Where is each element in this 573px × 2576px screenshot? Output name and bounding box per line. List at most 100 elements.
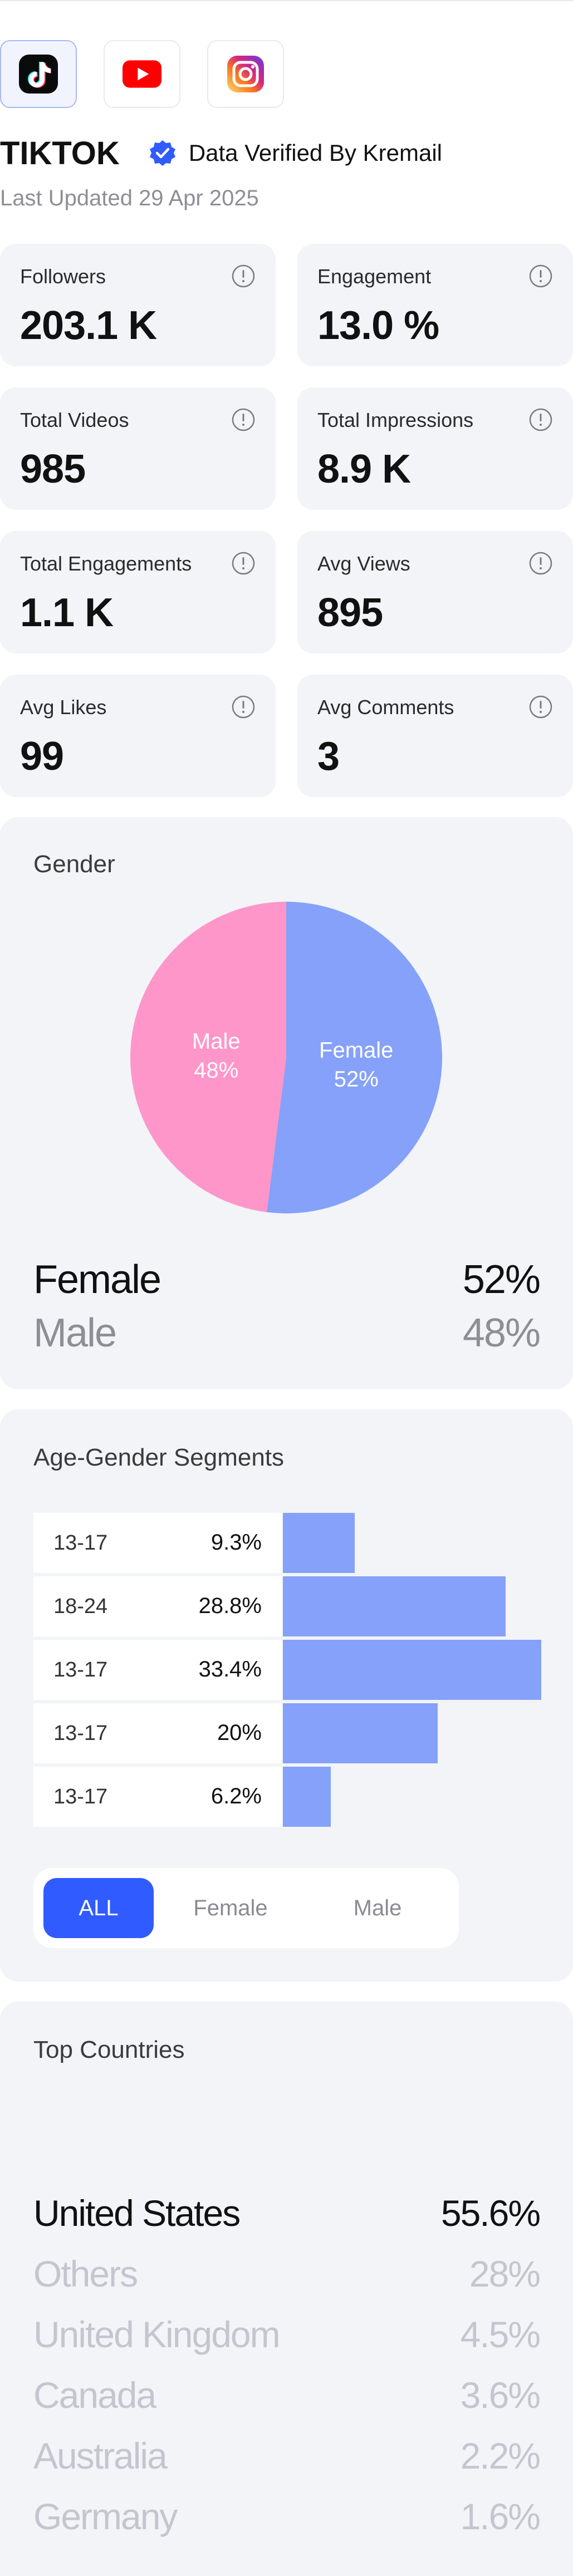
tab-instagram[interactable] [207,40,284,108]
stat-card-followers: Followers 203.1 K [0,244,276,366]
verified-text: Data Verified By Kremail [188,140,443,166]
stat-label: Avg Comments [317,696,454,719]
age-gender-cell: 13-17 33.4% [33,1640,282,1700]
filter-all[interactable]: ALL [43,1878,154,1938]
tab-youtube[interactable] [104,40,180,108]
verified-check-icon [149,140,175,166]
pie-label-name: Female [319,1038,393,1063]
country-name: Others [33,2253,138,2294]
age-range: 13-17 [53,1658,108,1682]
tab-tiktok[interactable] [0,40,77,108]
age-gender-row: 18-24 28.8% [33,1576,541,1636]
stat-value: 99 [20,734,64,779]
country-row: United Kingdom 4.5% [33,2313,541,2356]
stat-value: 985 [20,447,86,491]
stat-label: Avg Likes [20,696,107,719]
stat-card-total-engagements: Total Engagements 1.1 K [0,531,276,653]
profile-header: TIKTOK Data Verified By Kremail [0,134,442,173]
stat-label: Total Engagements [20,552,192,575]
tiktok-icon [19,55,58,94]
age-gender-row: 13-17 9.3% [33,1513,541,1573]
country-value: 2.2% [460,2435,541,2476]
info-icon[interactable] [528,695,553,719]
info-icon[interactable] [528,551,553,576]
last-updated: Last Updated 29 Apr 2025 [0,186,259,210]
stat-value: 3 [317,734,340,779]
instagram-icon [226,55,265,94]
age-gender-cell: 13-17 9.3% [33,1513,282,1573]
age-range: 13-17 [53,1531,108,1555]
pie-slice-male[interactable] [130,902,286,1212]
stat-card-total-videos: Total Videos 985 [0,387,276,510]
filter-female[interactable]: Female [193,1895,268,1920]
age-percent: 33.4% [198,1657,262,1682]
stat-value: 1.1 K [20,591,114,635]
age-bar [283,1767,331,1827]
countries-title: Top Countries [33,2036,185,2063]
age-gender-row: 13-17 6.2% [33,1767,541,1827]
age-gender-title: Age-Gender Segments [33,1444,285,1471]
country-value: 4.5% [460,2314,541,2355]
gender-title: Gender [33,851,115,878]
age-range: 13-17 [53,1722,108,1745]
country-row: Germany 1.6% [33,2495,541,2538]
age-range: 18-24 [53,1595,108,1618]
stat-value: 13.0 % [317,303,439,348]
stat-card-avg-views: Avg Views 895 [297,531,573,653]
age-range: 13-17 [53,1785,108,1808]
stat-card-total-impressions: Total Impressions 8.9 K [297,387,573,510]
platform-tabs [0,40,573,109]
age-gender-row: 13-17 33.4% [33,1640,541,1700]
info-icon[interactable] [231,264,256,288]
legend-male: Male 48% [33,1310,541,1356]
verified-badge: Data Verified By Kremail [149,139,442,167]
stat-card-avg-likes: Avg Likes 99 [0,675,276,797]
age-gender-cell: 13-17 6.2% [33,1767,282,1827]
legend-female-name: Female [33,1257,161,1302]
youtube-icon [123,55,161,94]
age-bar [283,1640,541,1700]
stat-value: 8.9 K [317,447,411,491]
countries-panel: Top Countries [0,2002,573,2576]
gender-panel: Gender Female 52% Male 48% Female 52% Male … [0,817,573,1389]
stat-card-avg-comments: Avg Comments 3 [297,675,573,797]
country-name: United States [33,2192,241,2234]
country-row: United States 55.6% [33,2192,541,2234]
age-bar [283,1513,355,1573]
pie-label-percent: 52% [334,1067,379,1092]
age-gender-cell: 13-17 20% [33,1703,282,1763]
age-gender-row: 13-17 20% [33,1703,541,1763]
age-bar [283,1703,438,1763]
info-icon[interactable] [231,551,256,576]
country-row: Others 28% [33,2253,541,2295]
country-row: Canada 3.6% [33,2374,541,2416]
country-row: Australia 2.2% [33,2435,541,2477]
age-percent: 9.3% [210,1530,262,1555]
top-divider [0,0,573,1]
gender-pie-chart: Female 52% Male 48% [130,902,442,1213]
pie-slice-female[interactable] [266,902,442,1213]
stat-value: 895 [317,591,383,635]
stat-label: Engagement [317,265,432,288]
info-icon[interactable] [231,695,256,719]
age-bar [283,1576,506,1636]
filter-male[interactable]: Male [353,1895,402,1920]
stat-label: Avg Views [317,552,410,575]
pie-label-name: Male [192,1029,241,1054]
country-name: Australia [33,2435,168,2476]
pie-label-percent: 48% [194,1058,238,1083]
stat-card-engagement: Engagement 13.0 % [297,244,573,366]
country-name: United Kingdom [33,2314,281,2355]
gender-filter: ALL Female Male [33,1868,459,1948]
info-icon[interactable] [528,264,553,288]
stat-label: Followers [20,265,106,288]
info-icon[interactable] [231,407,256,432]
legend-female-value: 52% [462,1257,541,1302]
age-percent: 28.8% [198,1594,262,1618]
age-gender-cell: 18-24 28.8% [33,1576,282,1636]
country-value: 28% [469,2253,541,2294]
legend-female: Female 52% [33,1257,541,1302]
legend-male-value: 48% [462,1311,541,1355]
info-icon[interactable] [528,407,553,432]
legend-male-name: Male [33,1311,117,1355]
